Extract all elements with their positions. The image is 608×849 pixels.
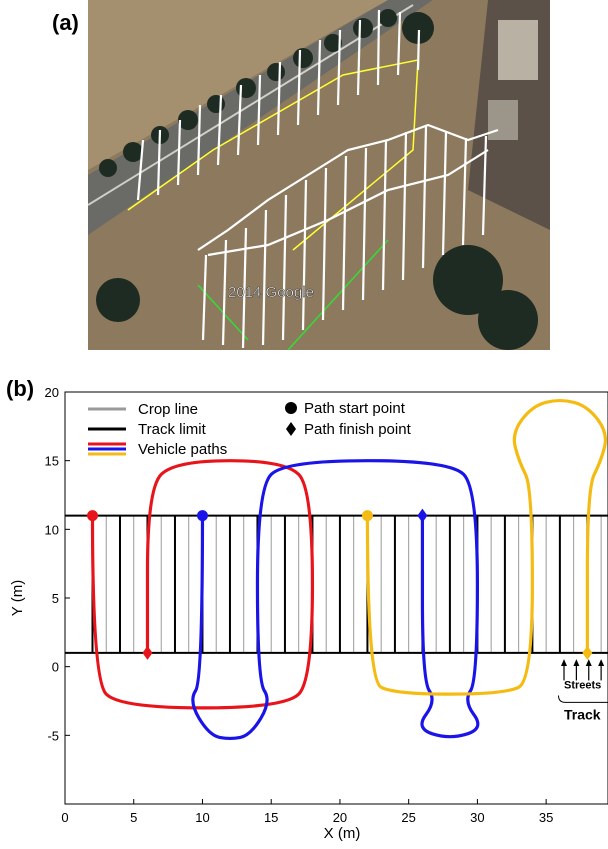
y-tick-label: 0 — [52, 660, 59, 675]
panel-a-label: (a) — [52, 10, 79, 35]
legend-label: Vehicle paths — [138, 441, 227, 458]
x-tick-label: 15 — [264, 810, 278, 825]
x-tick-label: 0 — [61, 810, 68, 825]
x-tick-label: 35 — [539, 810, 553, 825]
path-finish-marker-3 — [582, 645, 593, 660]
street-arrowhead — [598, 659, 605, 666]
x-tick-label: 30 — [470, 810, 484, 825]
x-tick-label: 25 — [401, 810, 415, 825]
legend-start-symbol — [285, 402, 297, 414]
chart-panel-b: 0 5 10 15 20 25 30 35 20 15 10 5 0 -5 Crop line Track … — [0, 350, 608, 844]
vehicle-path-1 — [90, 459, 315, 710]
aerial-photo-illustration: 2014 Google — [88, 0, 550, 350]
track-annotation: Track — [564, 707, 601, 723]
legend-label: Crop line — [138, 401, 198, 418]
y-tick-label: 15 — [45, 454, 59, 469]
y-tick-label: 10 — [45, 522, 59, 537]
street-arrowhead — [585, 659, 592, 666]
street-arrowhead — [561, 659, 568, 666]
legend: Crop line Track limit Vehicle paths Path st… — [88, 400, 412, 458]
vehicle-path-3 — [365, 398, 608, 696]
panel-b-label: (b) — [6, 376, 35, 401]
x-tick-label: 10 — [195, 810, 209, 825]
aerial-photo: 2014 Google — [88, 0, 550, 350]
streets-annotation: Streets — [564, 680, 601, 692]
streets-bracket — [558, 695, 608, 703]
legend-label: Path finish point — [304, 421, 412, 438]
x-tick-label: 5 — [130, 810, 137, 825]
vehicle-path-2 — [191, 459, 480, 741]
legend-label: Track limit — [138, 421, 207, 438]
y-tick-label: 5 — [52, 591, 59, 606]
street-arrowhead — [573, 659, 580, 666]
y-tick-label: 20 — [45, 385, 59, 400]
watermark-text: 2014 Google — [228, 284, 314, 301]
y-tick-label: -5 — [47, 728, 59, 743]
x-tick-label: 20 — [333, 810, 347, 825]
path-start-marker-3 — [361, 510, 373, 522]
path-start-marker-2 — [196, 510, 208, 522]
legend-label: Path start point — [304, 400, 406, 417]
chart-svg: 0 5 10 15 20 25 30 35 20 15 10 5 0 -5 Crop line Track … — [9, 385, 608, 842]
x-axis-label: X (m) — [324, 825, 361, 842]
path-start-marker-1 — [86, 510, 98, 522]
path-finish-marker-1 — [142, 645, 153, 660]
legend-finish-symbol — [286, 422, 296, 436]
y-axis-label: Y (m) — [9, 580, 26, 616]
